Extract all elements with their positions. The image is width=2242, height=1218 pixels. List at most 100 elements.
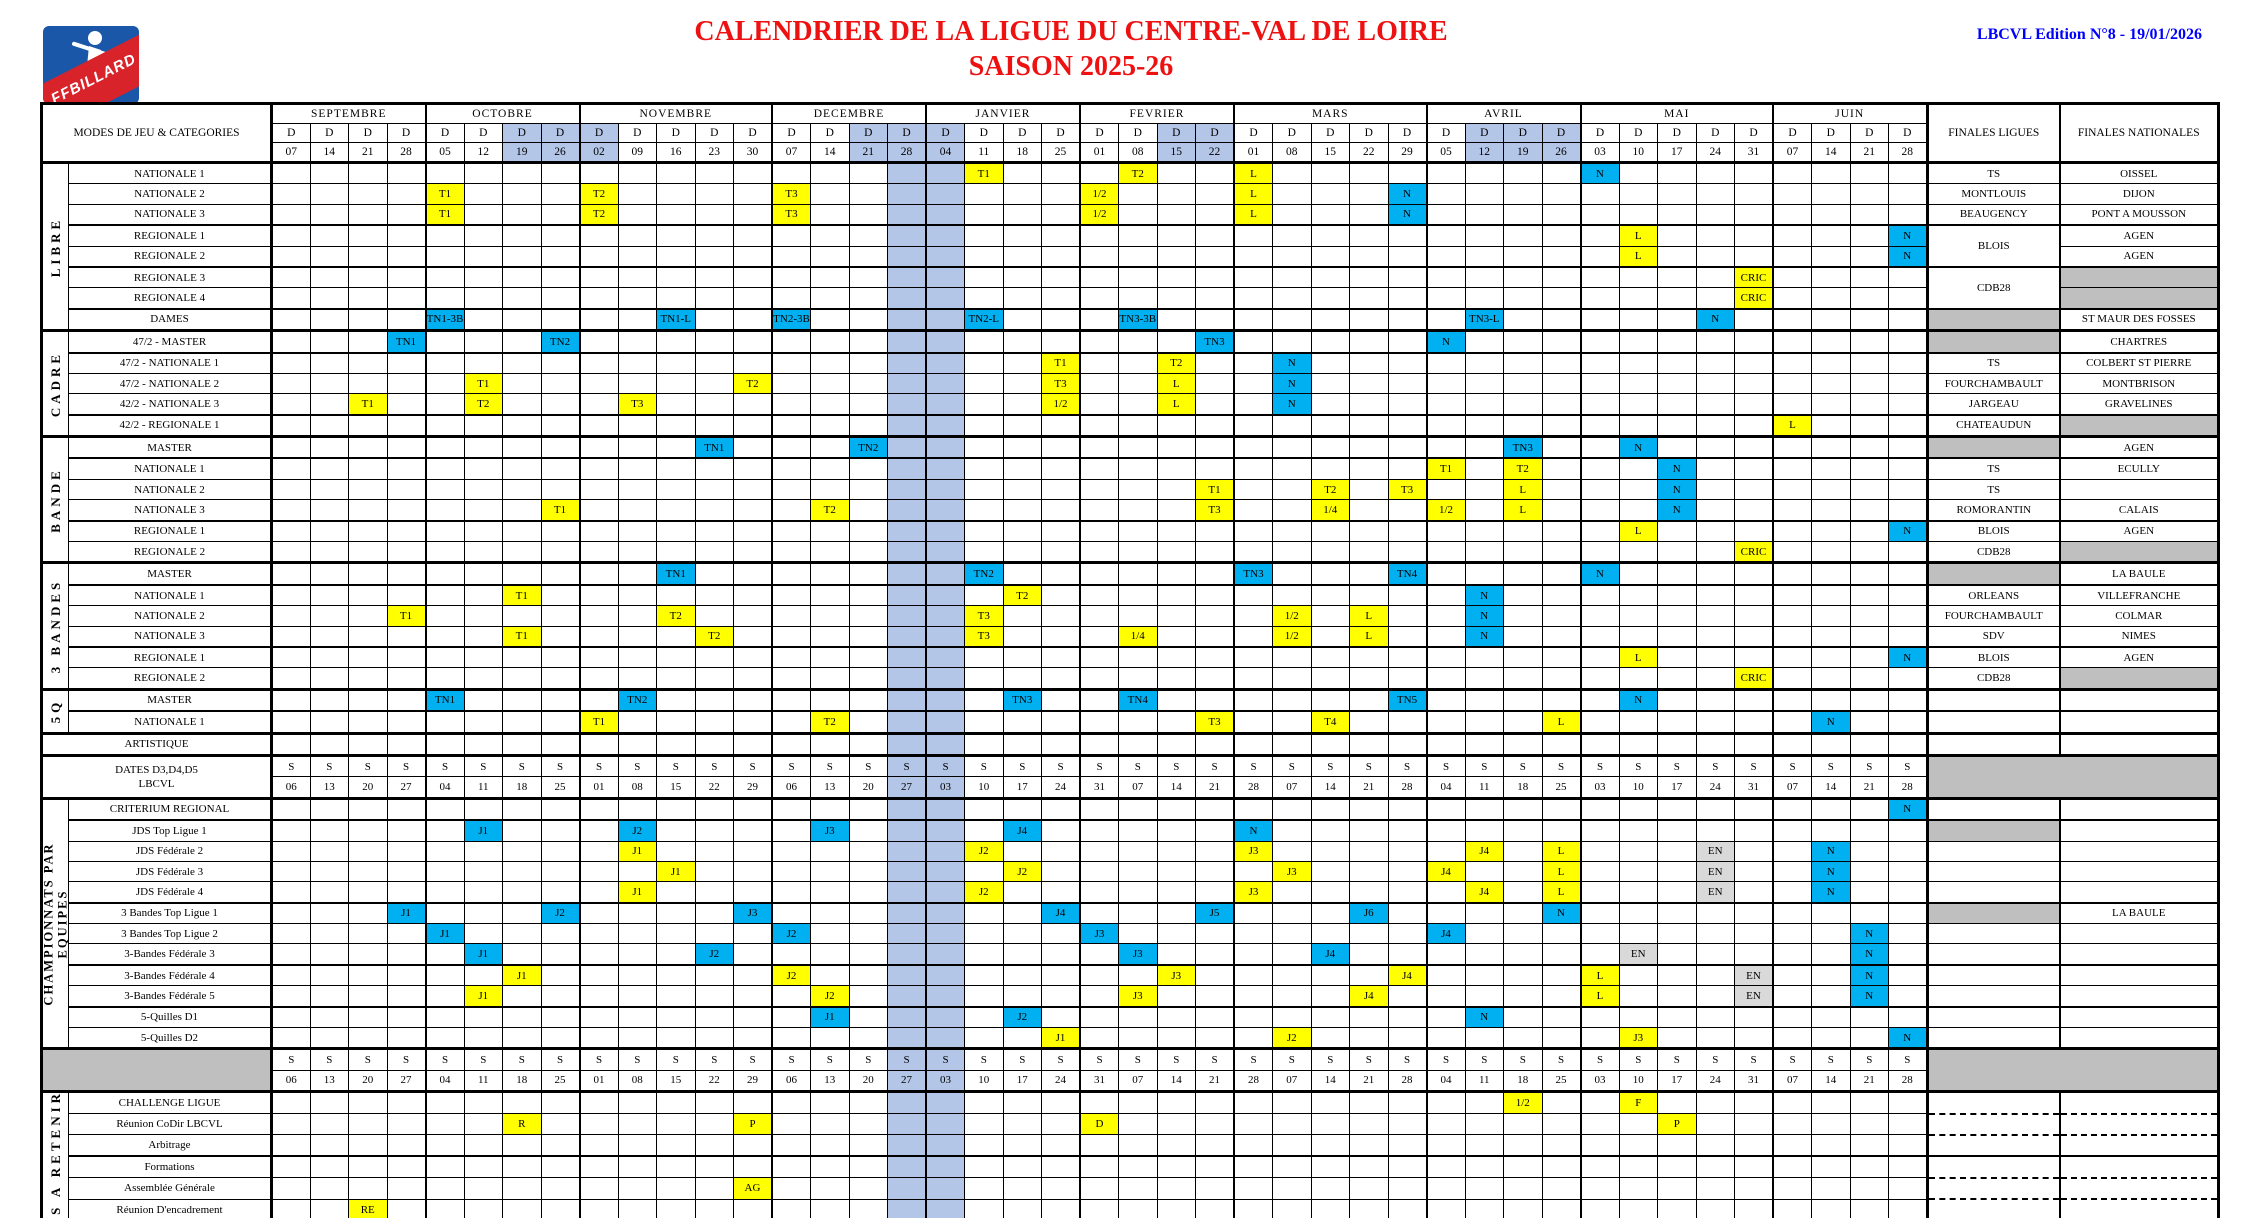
calendar-cell <box>1811 1027 1851 1050</box>
calendar-cell <box>579 435 619 459</box>
calendar-cell <box>1002 1090 1042 1115</box>
s-date: 22 <box>694 1069 734 1093</box>
calendar-cell <box>694 687 734 712</box>
finales-nationales-cell: COLMAR <box>2059 605 2220 627</box>
calendar-cell <box>386 840 427 862</box>
calendar-cell <box>1118 583 1158 607</box>
calendar-cell <box>540 1155 581 1179</box>
calendar-cell <box>1734 645 1774 669</box>
calendar-cell <box>1541 1027 1582 1050</box>
s-letter: S <box>1387 753 1428 778</box>
calendar-cell <box>463 625 503 648</box>
event-cell: T3 <box>1041 372 1081 395</box>
calendar-cell <box>694 1155 734 1179</box>
calendar-cell <box>1772 583 1812 607</box>
calendar-cell <box>309 183 349 205</box>
s-date: 21 <box>1349 1069 1389 1093</box>
event-cell: L <box>1541 710 1582 734</box>
s-date: 04 <box>1426 776 1466 799</box>
calendar-cell <box>733 457 773 480</box>
calendar-cell <box>617 372 657 395</box>
calendar-cell <box>925 985 965 1008</box>
calendar-cell <box>270 667 311 690</box>
event-cell: N <box>1849 943 1889 966</box>
calendar-cell <box>579 372 619 395</box>
calendar-cell <box>656 372 696 395</box>
calendar-cell <box>1002 329 1042 354</box>
calendar-cell <box>463 435 503 459</box>
calendar-cell <box>1503 519 1543 543</box>
sdates-label-line1: DATES D3,D4,D5 <box>115 763 198 776</box>
calendar-cell <box>579 1113 619 1136</box>
calendar-cell <box>1811 245 1851 268</box>
row-label: 5-Quilles D1 <box>68 1005 273 1029</box>
calendar-cell <box>964 860 1004 883</box>
s-letter: S <box>502 1047 542 1071</box>
calendar-cell <box>1695 499 1735 522</box>
calendar-cell <box>771 881 811 904</box>
calendar-cell <box>1387 1090 1428 1115</box>
calendar-cell <box>1079 1090 1119 1115</box>
calendar-cell <box>540 183 581 205</box>
calendar-cell <box>733 731 773 756</box>
calendar-cell <box>1310 1027 1350 1050</box>
calendar-cell <box>925 731 965 756</box>
calendar-cell <box>1503 1113 1543 1136</box>
calendar-cell <box>694 265 734 289</box>
calendar-cell <box>1734 329 1774 354</box>
calendar-cell <box>1310 1198 1350 1218</box>
s-letter: S <box>425 1047 465 1071</box>
finales-nationales-cell: DIJON <box>2059 183 2220 205</box>
event-cell: CRIC <box>1734 541 1774 564</box>
s-letter: S <box>964 1047 1004 1071</box>
calendar-cell <box>1426 583 1466 607</box>
calendar-cell <box>1657 1177 1697 1200</box>
calendar-cell <box>540 985 581 1008</box>
calendar-cell <box>1734 1198 1774 1218</box>
row-label: CRITERIUM REGIONAL <box>68 796 273 821</box>
calendar-cell <box>694 796 734 821</box>
finales-ligues-cell: CDB28 <box>1925 265 2061 310</box>
calendar-cell <box>1195 287 1235 310</box>
calendar-cell <box>1156 478 1196 501</box>
calendar-cell <box>1426 687 1466 712</box>
cell: Réunion D'encadrement RE <box>42 1198 2220 1218</box>
calendar-cell <box>1310 393 1350 416</box>
s-letter: S <box>1503 753 1543 778</box>
s-date: 27 <box>887 776 927 799</box>
finales-nationales-cell <box>2059 819 2220 842</box>
calendar-cell <box>270 203 311 226</box>
calendar-cell <box>1349 645 1389 669</box>
calendar-cell <box>1426 985 1466 1008</box>
day-date: 29 <box>1387 142 1428 164</box>
calendar-cell <box>1310 625 1350 648</box>
calendar-cell <box>1195 561 1235 586</box>
calendar-cell <box>771 1005 811 1029</box>
calendar-cell <box>1041 1155 1081 1179</box>
calendar-cell <box>1233 245 1273 268</box>
calendar-cell <box>1426 625 1466 648</box>
calendar-cell <box>1811 329 1851 354</box>
calendar-cell <box>1387 351 1428 374</box>
calendar-cell <box>887 351 927 374</box>
calendar-cell <box>1195 519 1235 543</box>
calendar-cell <box>309 625 349 648</box>
calendar-cell <box>887 901 927 925</box>
calendar-cell <box>1772 1155 1812 1179</box>
calendar-cell <box>1580 265 1620 289</box>
calendar-cell <box>887 1113 927 1136</box>
calendar-cell <box>348 1005 388 1029</box>
calendar-cell <box>848 645 888 669</box>
calendar-cell <box>1503 796 1543 821</box>
calendar-cell <box>1195 840 1235 862</box>
calendar-cell <box>1657 583 1697 607</box>
calendar-cell <box>1233 1113 1273 1136</box>
calendar-cell <box>1580 1134 1620 1157</box>
calendar-cell <box>1503 605 1543 627</box>
calendar-cell <box>1849 1027 1889 1050</box>
calendar-cell <box>1156 160 1196 185</box>
row-label: NATIONALE 3 <box>68 203 273 226</box>
day-date: 18 <box>1002 142 1042 164</box>
calendar-cell <box>1426 796 1466 821</box>
calendar-cell <box>1580 943 1620 966</box>
